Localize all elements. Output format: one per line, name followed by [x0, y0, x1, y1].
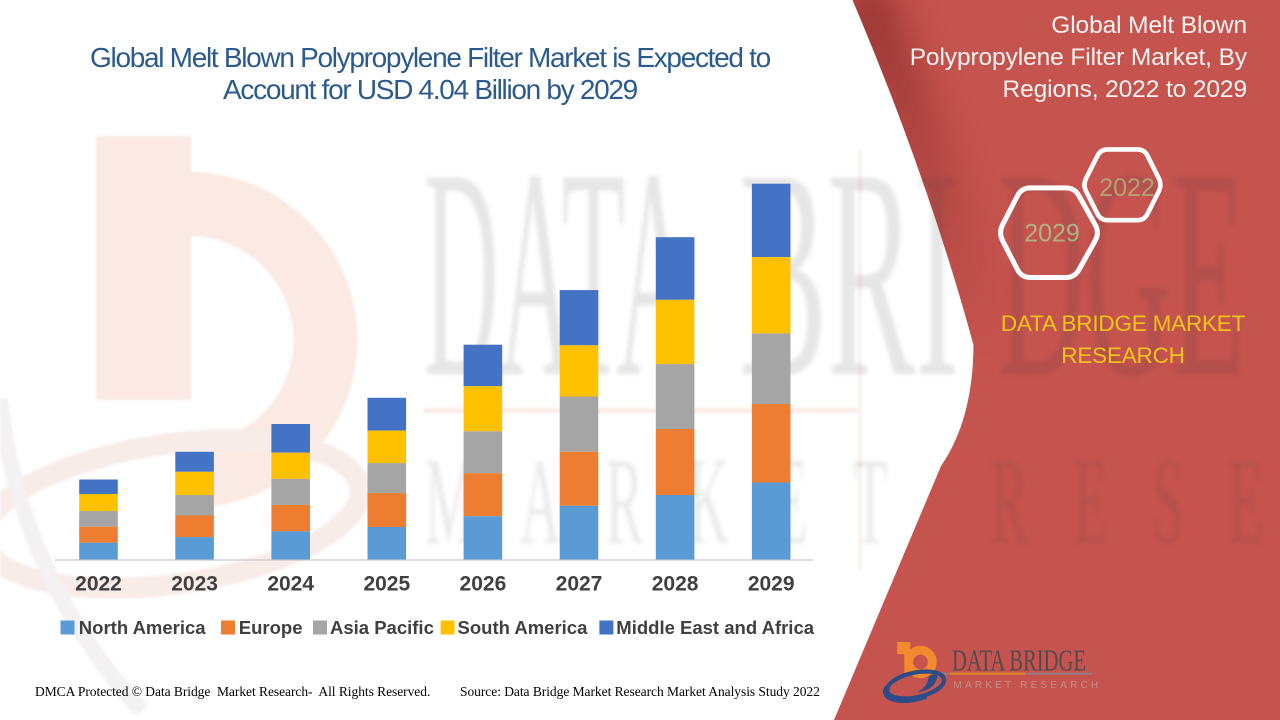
svg-text:Middle East and Africa: Middle East and Africa: [616, 617, 814, 638]
svg-text:2029: 2029: [748, 573, 795, 596]
svg-text:South America: South America: [458, 617, 589, 638]
svg-text:North America: North America: [79, 617, 207, 638]
svg-text:2026: 2026: [460, 573, 507, 596]
svg-text:2029: 2029: [1024, 220, 1080, 248]
svg-text:2027: 2027: [556, 573, 603, 596]
svg-text:2028: 2028: [652, 573, 699, 596]
svg-text:2025: 2025: [363, 573, 410, 596]
svg-text:Asia Pacific: Asia Pacific: [330, 617, 434, 638]
svg-text:MARKET RESEARCH: MARKET RESEARCH: [954, 680, 1102, 691]
svg-text:2024: 2024: [267, 573, 314, 596]
svg-text:2023: 2023: [171, 573, 218, 596]
svg-text:2022: 2022: [75, 573, 122, 596]
svg-text:DGE: DGE: [998, 108, 1245, 440]
svg-text:2022: 2022: [1099, 174, 1155, 202]
svg-text:Europe: Europe: [239, 617, 303, 638]
svg-text:DATA BRIDGE: DATA BRIDGE: [952, 643, 1086, 677]
